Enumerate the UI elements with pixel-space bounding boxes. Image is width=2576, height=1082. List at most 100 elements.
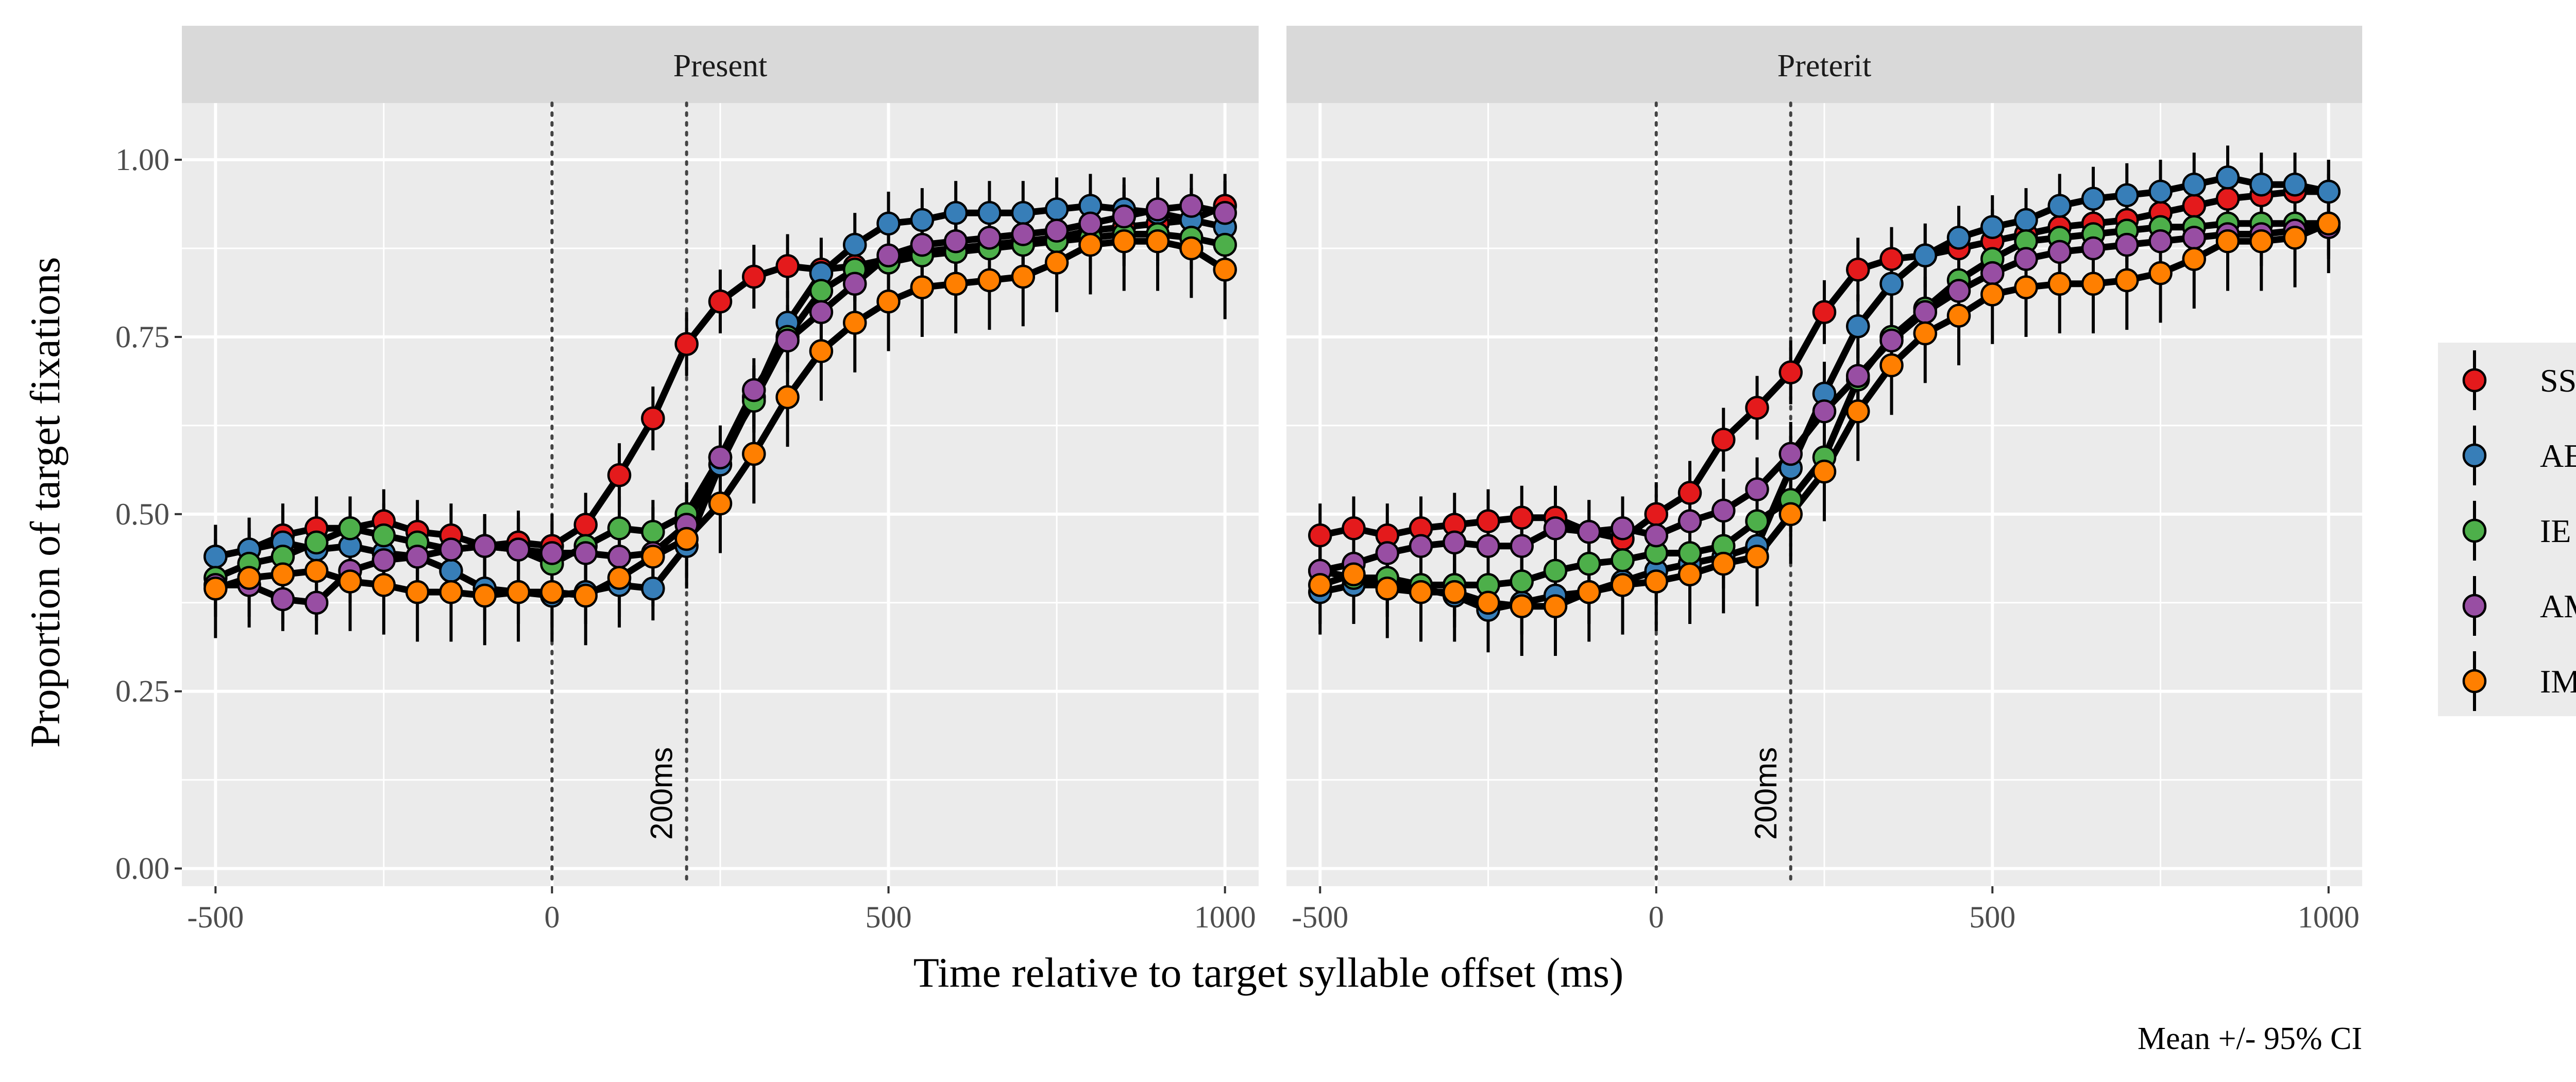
data-point [540,541,564,565]
data-point [1913,243,1937,267]
y-tick-label: 0.25 [115,674,170,708]
data-point [910,208,935,232]
x-axis-title: Time relative to target syllable offset … [913,949,1624,996]
data-point [1879,353,1904,378]
data-point [2148,229,2173,253]
data-point [2316,211,2341,236]
data-point [1409,580,1433,604]
data-point [204,577,228,601]
y-axis-title: Proportion of target fixations [22,257,69,748]
data-point [1044,197,1069,222]
data-point [1375,541,1399,565]
x-tick-label: -500 [187,900,244,934]
data-point [843,232,867,257]
data-point [1812,300,1837,325]
data-point [1745,396,1769,420]
data-point [910,275,935,299]
data-point [1677,481,1702,505]
data-point [1745,477,1769,501]
facet-strip [182,26,1259,103]
data-point [1711,428,1736,452]
data-point [977,268,1002,293]
data-point [338,516,362,540]
data-point [2249,172,2274,197]
data-point [1711,498,1736,523]
data-point [338,569,362,594]
data-point [405,545,430,569]
data-point [439,580,463,604]
data-point [2182,226,2206,250]
data-point [977,226,1002,250]
series-layer [204,174,1237,646]
data-point [2215,229,2240,253]
data-point [1946,226,1971,250]
facet-strip [1286,26,2362,103]
data-point [607,545,632,569]
data-point [1179,194,1204,218]
data-point [607,516,632,540]
data-point [2081,187,2106,211]
data-point [2014,275,2038,299]
data-point [641,519,665,544]
data-point [1677,562,1702,587]
data-point [371,548,396,572]
data-point [304,559,329,583]
data-point [2047,240,2072,264]
data-point [775,328,800,353]
data-point [1342,516,1366,540]
data-point [742,264,766,289]
points-im [1308,211,2341,618]
data-point [1543,516,1568,540]
data-point [439,559,463,583]
data-point [1476,590,1500,615]
data-point [1846,258,1870,282]
series-layer [1308,145,2341,656]
data-point [876,289,901,314]
legend-background [2438,343,2576,716]
data-point [1213,258,1237,282]
reference-line-label: 200ms [645,747,679,840]
data-point [506,580,531,604]
data-point [708,491,733,516]
data-point [1308,523,1332,548]
data-point [2115,268,2139,293]
data-point [1913,321,1937,346]
x-tick-label: 500 [1969,900,2015,934]
data-point [204,545,228,569]
data-point [371,573,396,597]
data-point [1510,569,1534,594]
data-point [742,378,766,402]
data-point [1112,204,1136,229]
data-point [1846,399,1870,424]
data-point [2215,165,2240,190]
x-tick-label: 1000 [2298,900,2360,934]
data-point [708,445,733,470]
panel-preterit: Preterit -500 0 500 1000 200ms [1286,26,2362,934]
data-point [2014,208,2038,232]
data-point [1946,303,1971,328]
data-point [607,463,632,487]
data-point [1510,594,1534,618]
y-tick-label: 1.00 [115,143,170,177]
data-point [1745,545,1769,569]
legend-key-point [2462,368,2487,393]
legend-key-point [2462,518,2487,543]
data-point [1879,247,1904,271]
data-point [573,583,598,608]
data-point [2115,232,2139,257]
data-point [1308,573,1332,597]
data-point [1611,573,1635,597]
data-point [843,272,867,296]
x-tick-label: 1000 [1194,900,1256,934]
y-tick-label: 0.00 [115,852,170,886]
data-point [1644,569,1668,594]
data-point [304,590,329,615]
data-point [1078,232,1103,257]
data-point [1443,530,1467,555]
data-point [2047,272,2072,296]
data-point [809,279,834,303]
data-point [1011,222,1036,246]
legend-key-point [2462,669,2487,694]
data-point [943,229,968,253]
data-point [775,254,800,278]
